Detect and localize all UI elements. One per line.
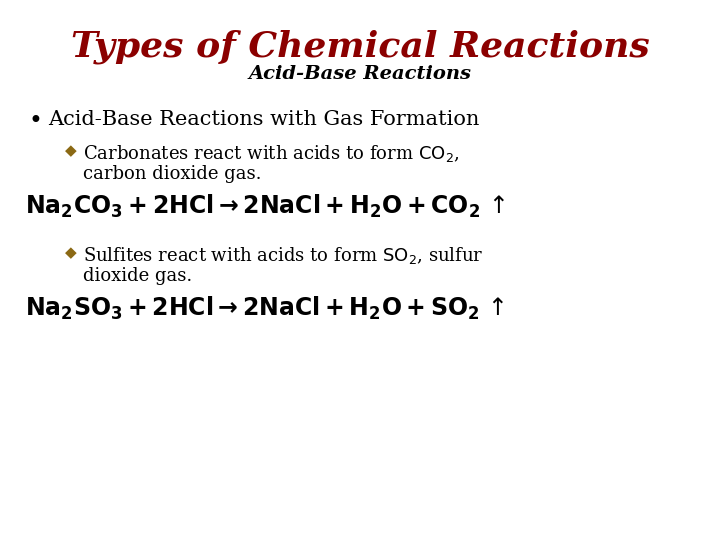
Text: dioxide gas.: dioxide gas.: [83, 267, 192, 285]
Text: Acid-Base Reactions with Gas Formation: Acid-Base Reactions with Gas Formation: [48, 110, 480, 129]
Text: Types of Chemical Reactions: Types of Chemical Reactions: [71, 30, 649, 64]
Text: ◆: ◆: [65, 143, 77, 158]
Text: Acid-Base Reactions: Acid-Base Reactions: [248, 65, 472, 83]
Text: •: •: [28, 110, 42, 133]
Text: carbon dioxide gas.: carbon dioxide gas.: [83, 165, 261, 183]
Text: Sulfites react with acids to form $\mathrm{SO_2}$, sulfur: Sulfites react with acids to form $\math…: [83, 245, 484, 266]
Text: $\mathbf{Na_2SO_3 + 2HCl \rightarrow 2NaCl + H_2O + SO_2}\ $↑: $\mathbf{Na_2SO_3 + 2HCl \rightarrow 2Na…: [25, 295, 505, 322]
Text: $\mathbf{Na_2CO_3 + 2HCl \rightarrow 2NaCl + H_2O + CO_2}\ $↑: $\mathbf{Na_2CO_3 + 2HCl \rightarrow 2Na…: [25, 193, 505, 220]
Text: ◆: ◆: [65, 245, 77, 260]
Text: Carbonates react with acids to form $\mathrm{CO_2}$,: Carbonates react with acids to form $\ma…: [83, 143, 459, 164]
